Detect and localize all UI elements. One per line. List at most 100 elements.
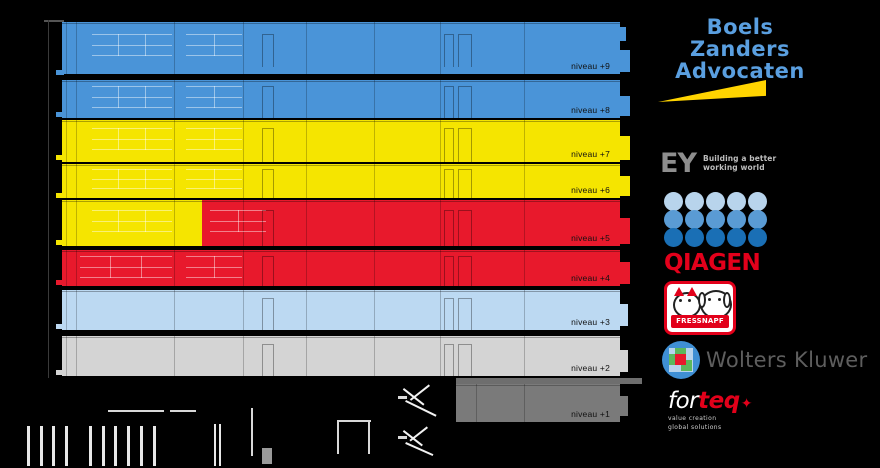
column-line bbox=[76, 120, 77, 162]
window-grid bbox=[92, 34, 172, 56]
door-opening bbox=[262, 169, 274, 198]
column-line bbox=[524, 164, 525, 198]
floor-label-6: niveau +6 bbox=[571, 185, 610, 195]
floor-4-right-tab bbox=[620, 262, 630, 284]
column-line bbox=[440, 200, 441, 246]
column-line bbox=[440, 22, 441, 74]
door-opening bbox=[262, 210, 274, 246]
door-opening bbox=[262, 128, 274, 162]
ground-beam bbox=[337, 420, 371, 422]
window-grid bbox=[92, 210, 172, 232]
column-line bbox=[174, 290, 175, 330]
column-line bbox=[476, 384, 477, 422]
ground-beam bbox=[368, 420, 370, 454]
ground-column bbox=[52, 426, 55, 466]
fressnapf-logo[interactable]: FRESSNAPF bbox=[664, 281, 744, 339]
floor-7-top-rail bbox=[62, 121, 620, 122]
boels-zanders-advocaten-logo[interactable]: Boels Zanders Advocaten bbox=[640, 16, 880, 124]
column-line bbox=[174, 80, 175, 118]
ey-tagline-line-2: working world bbox=[703, 163, 765, 172]
floor-2-body: niveau +2 bbox=[62, 336, 620, 376]
floor-label-9: niveau +9 bbox=[571, 61, 610, 71]
column-line bbox=[306, 250, 307, 286]
ground-column bbox=[114, 426, 117, 466]
column-line bbox=[306, 290, 307, 330]
column-line bbox=[440, 290, 441, 330]
column-line bbox=[306, 336, 307, 376]
floor-6-right-tab bbox=[620, 176, 630, 196]
column-line bbox=[306, 22, 307, 74]
floor-1-upper-band bbox=[456, 378, 642, 384]
window-grid bbox=[92, 169, 172, 189]
forteq-teq: teq bbox=[698, 388, 740, 414]
floor-5-yellow-zone bbox=[62, 200, 202, 246]
forteq-logo[interactable]: for teq ✦ value creation global solutions bbox=[668, 388, 808, 438]
floor-label-4: niveau +4 bbox=[571, 273, 610, 283]
floor-6-body: niveau +6 bbox=[62, 164, 620, 198]
floor-niveau-8: niveau +8 bbox=[62, 80, 620, 118]
floor-5-right-tab bbox=[620, 218, 630, 244]
elevator-shaft bbox=[458, 344, 472, 376]
door-opening bbox=[444, 298, 454, 330]
column-line bbox=[524, 22, 525, 74]
ground-column bbox=[27, 426, 30, 466]
forteq-tagline-line-1: value creation bbox=[668, 415, 717, 422]
column-line bbox=[243, 250, 244, 286]
column-line bbox=[174, 336, 175, 376]
floor-3-right-tab bbox=[620, 304, 628, 326]
ey-logo[interactable]: EY Building a better working world bbox=[660, 146, 860, 180]
ground-beam bbox=[170, 410, 196, 412]
door-opening bbox=[444, 86, 454, 118]
column-line bbox=[440, 164, 441, 198]
column-line bbox=[66, 200, 67, 246]
ground-column bbox=[89, 426, 92, 466]
column-line bbox=[174, 120, 175, 162]
column-line bbox=[524, 290, 525, 330]
column-line bbox=[174, 200, 175, 246]
ground-floor-drawing bbox=[0, 378, 640, 468]
floor-9-top-rail bbox=[62, 23, 620, 24]
floor-8-body: niveau +8 bbox=[62, 80, 620, 118]
ground-column bbox=[219, 424, 221, 466]
column-line bbox=[76, 164, 77, 198]
wolters-kluwer-logo[interactable]: Wolters Kluwer bbox=[662, 340, 877, 380]
boels-zanders-wedge-icon bbox=[658, 80, 766, 102]
column-line bbox=[76, 200, 77, 246]
column-line bbox=[374, 200, 375, 246]
column-line bbox=[243, 164, 244, 198]
left-edge-notch bbox=[56, 155, 64, 160]
dog-eye-icon bbox=[718, 298, 721, 301]
forteq-tagline-line-2: global solutions bbox=[668, 424, 722, 431]
ground-tick bbox=[398, 396, 407, 399]
advocaten-line: Advocaten bbox=[675, 59, 805, 84]
left-edge-notch bbox=[56, 240, 64, 245]
floor-7-right-tab bbox=[620, 136, 630, 160]
building-section-diagram: niveau +9 bbox=[0, 20, 642, 468]
cat-ear-icon bbox=[687, 287, 697, 296]
column-line bbox=[374, 290, 375, 330]
door-opening bbox=[444, 169, 454, 198]
column-line bbox=[524, 384, 525, 422]
window-grid bbox=[210, 210, 266, 232]
door-opening bbox=[262, 86, 274, 118]
column-line bbox=[174, 250, 175, 286]
window-grid bbox=[186, 86, 242, 108]
column-line bbox=[76, 336, 77, 376]
fressnapf-wordmark: FRESSNAPF bbox=[671, 315, 729, 328]
left-edge-notch bbox=[56, 70, 64, 75]
qiagen-logo[interactable]: QIAGEN bbox=[664, 192, 794, 275]
forteq-wordmark: for teq ✦ bbox=[668, 388, 808, 414]
floor-niveau-7: niveau +7 bbox=[62, 120, 620, 162]
floor-niveau-1: niveau +1 bbox=[456, 384, 620, 422]
column-line bbox=[76, 80, 77, 118]
window-grid bbox=[186, 169, 242, 189]
column-line bbox=[243, 290, 244, 330]
column-line bbox=[374, 22, 375, 74]
left-edge-notch bbox=[56, 112, 64, 117]
elevator-shaft bbox=[458, 169, 472, 198]
column-line bbox=[66, 22, 67, 74]
column-line bbox=[243, 22, 244, 74]
ground-column bbox=[127, 426, 130, 466]
column-line bbox=[306, 80, 307, 118]
